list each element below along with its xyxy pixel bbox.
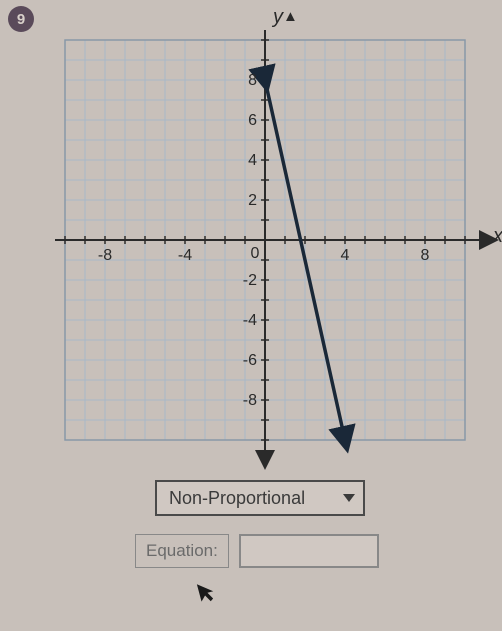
svg-text:8: 8 (248, 72, 257, 89)
svg-text:4: 4 (248, 152, 257, 169)
question-number-text: 9 (17, 11, 25, 28)
graph-container: y▲ x -8-448-8-6-4-224680 (55, 30, 475, 460)
svg-text:-8: -8 (98, 247, 112, 264)
equation-input[interactable] (239, 534, 379, 568)
mouse-cursor-icon (194, 578, 219, 612)
svg-text:-2: -2 (243, 272, 257, 289)
dropdown-selected-text: Non-Proportional (169, 488, 305, 509)
question-number-badge: 9 (8, 6, 34, 32)
svg-text:2: 2 (248, 192, 257, 209)
svg-text:-4: -4 (178, 247, 192, 264)
y-axis-label: y▲ (273, 6, 298, 29)
chevron-down-icon (343, 494, 355, 502)
svg-text:6: 6 (248, 112, 257, 129)
equation-row: Equation: (135, 534, 395, 568)
svg-text:-8: -8 (243, 392, 257, 409)
controls-area: Non-Proportional Equation: (135, 480, 395, 568)
proportionality-dropdown[interactable]: Non-Proportional (155, 480, 365, 516)
svg-text:-4: -4 (243, 312, 257, 329)
equation-label: Equation: (135, 534, 229, 568)
svg-text:-6: -6 (243, 352, 257, 369)
svg-text:0: 0 (251, 245, 260, 262)
svg-text:4: 4 (341, 247, 350, 264)
coordinate-grid: -8 -4 4 8 -8 -6 -4 -2 2 4 6 8 0 (55, 30, 502, 470)
svg-text:8: 8 (421, 247, 430, 264)
